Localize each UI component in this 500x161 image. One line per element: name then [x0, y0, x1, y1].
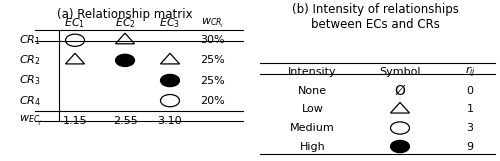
- Circle shape: [116, 54, 134, 66]
- Text: $CR_3$: $CR_3$: [19, 74, 41, 87]
- Text: 1.15: 1.15: [62, 116, 88, 126]
- Text: Low: Low: [302, 104, 324, 114]
- Text: 1: 1: [466, 104, 473, 114]
- Text: 2.55: 2.55: [112, 116, 138, 126]
- Text: Intensity: Intensity: [288, 67, 337, 77]
- Text: 20%: 20%: [200, 96, 225, 106]
- Text: High: High: [300, 142, 326, 152]
- Text: 3: 3: [466, 123, 473, 133]
- Text: 3.10: 3.10: [158, 116, 182, 126]
- Text: 9: 9: [466, 142, 473, 152]
- Circle shape: [390, 140, 409, 153]
- Text: (a) Relationship matrix: (a) Relationship matrix: [57, 8, 193, 21]
- Text: 30%: 30%: [200, 35, 225, 45]
- Text: $w_{CR_i}$: $w_{CR_i}$: [201, 17, 224, 30]
- Text: Ø: Ø: [394, 84, 406, 98]
- Text: $EC_2$: $EC_2$: [114, 16, 136, 30]
- Text: $CR_1$: $CR_1$: [19, 33, 41, 47]
- Text: None: None: [298, 86, 327, 96]
- Text: Symbol: Symbol: [380, 67, 421, 77]
- Circle shape: [160, 74, 180, 87]
- Text: $EC_1$: $EC_1$: [64, 16, 86, 30]
- Text: (b) Intensity of relationships
between ECs and CRs: (b) Intensity of relationships between E…: [292, 3, 458, 31]
- Text: $r_{ij}$: $r_{ij}$: [464, 65, 475, 80]
- Text: 0: 0: [466, 86, 473, 96]
- Text: $CR_4$: $CR_4$: [19, 94, 41, 108]
- Text: Medium: Medium: [290, 123, 335, 133]
- Text: $EC_3$: $EC_3$: [160, 16, 180, 30]
- Text: $CR_2$: $CR_2$: [19, 53, 41, 67]
- Text: 25%: 25%: [200, 76, 225, 85]
- Text: 25%: 25%: [200, 55, 225, 65]
- Text: $w_{EC_j}$: $w_{EC_j}$: [18, 114, 42, 128]
